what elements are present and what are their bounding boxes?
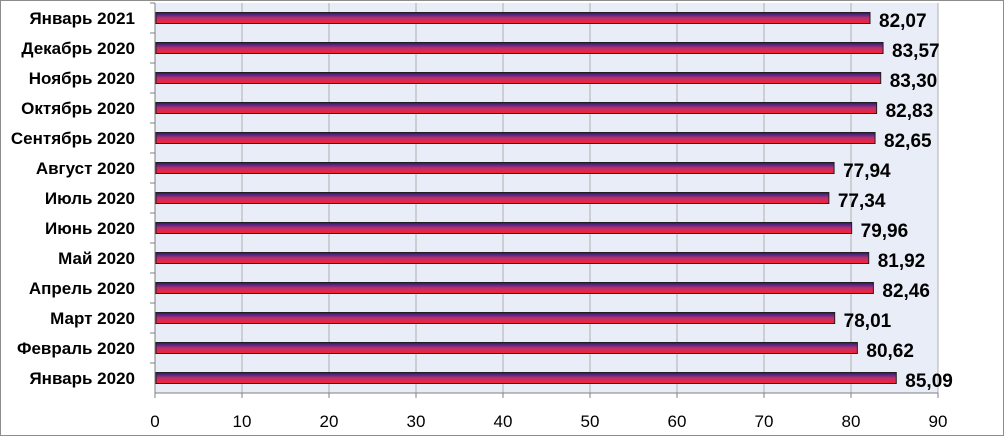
bar — [155, 72, 882, 84]
data-label: 82,46 — [882, 281, 930, 302]
category-label: Март 2020 — [50, 309, 135, 328]
data-label: 77,94 — [843, 161, 891, 182]
data-label: 81,92 — [878, 251, 926, 272]
data-label: 82,65 — [884, 131, 932, 152]
bar — [155, 312, 836, 324]
bar — [155, 282, 874, 294]
x-tick-label: 70 — [755, 412, 774, 431]
category-label: Ноябрь 2020 — [29, 69, 135, 88]
category-label: Февраль 2020 — [17, 339, 135, 358]
data-label: 83,57 — [892, 41, 940, 62]
data-label: 85,09 — [905, 371, 953, 392]
category-label: Сентябрь 2020 — [11, 129, 135, 148]
bar — [155, 132, 876, 144]
bar — [155, 42, 884, 54]
category-label: Май 2020 — [58, 249, 135, 268]
bar — [155, 342, 858, 354]
bar — [155, 162, 835, 174]
category-label: Апрель 2020 — [29, 279, 135, 298]
bar — [155, 102, 878, 114]
data-label: 83,30 — [890, 71, 938, 92]
bar — [155, 372, 897, 384]
category-label: Декабрь 2020 — [21, 39, 135, 58]
data-label: 79,96 — [861, 221, 909, 242]
x-tick-label: 30 — [407, 412, 426, 431]
bar — [155, 252, 870, 264]
data-label: 77,34 — [838, 191, 886, 212]
bar — [155, 12, 871, 24]
x-tick-label: 20 — [320, 412, 339, 431]
x-tick-label: 50 — [581, 412, 600, 431]
x-tick-label: 0 — [150, 412, 159, 431]
x-tick-label: 10 — [233, 412, 252, 431]
data-label: 80,62 — [866, 341, 914, 362]
category-label: Январь 2021 — [29, 9, 135, 28]
category-label: Август 2020 — [36, 159, 135, 178]
data-label: 82,07 — [879, 11, 927, 32]
category-label: Январь 2020 — [29, 369, 135, 388]
data-label: 78,01 — [844, 311, 892, 332]
x-tick-label: 40 — [494, 412, 513, 431]
category-label: Октябрь 2020 — [21, 99, 135, 118]
category-label: Июль 2020 — [45, 189, 135, 208]
bar — [155, 222, 853, 234]
data-label: 82,83 — [886, 101, 934, 122]
category-label: Июнь 2020 — [45, 219, 135, 238]
x-tick-label: 60 — [668, 412, 687, 431]
x-tick-label: 90 — [929, 412, 948, 431]
x-tick-label: 80 — [842, 412, 861, 431]
bar — [155, 192, 830, 204]
